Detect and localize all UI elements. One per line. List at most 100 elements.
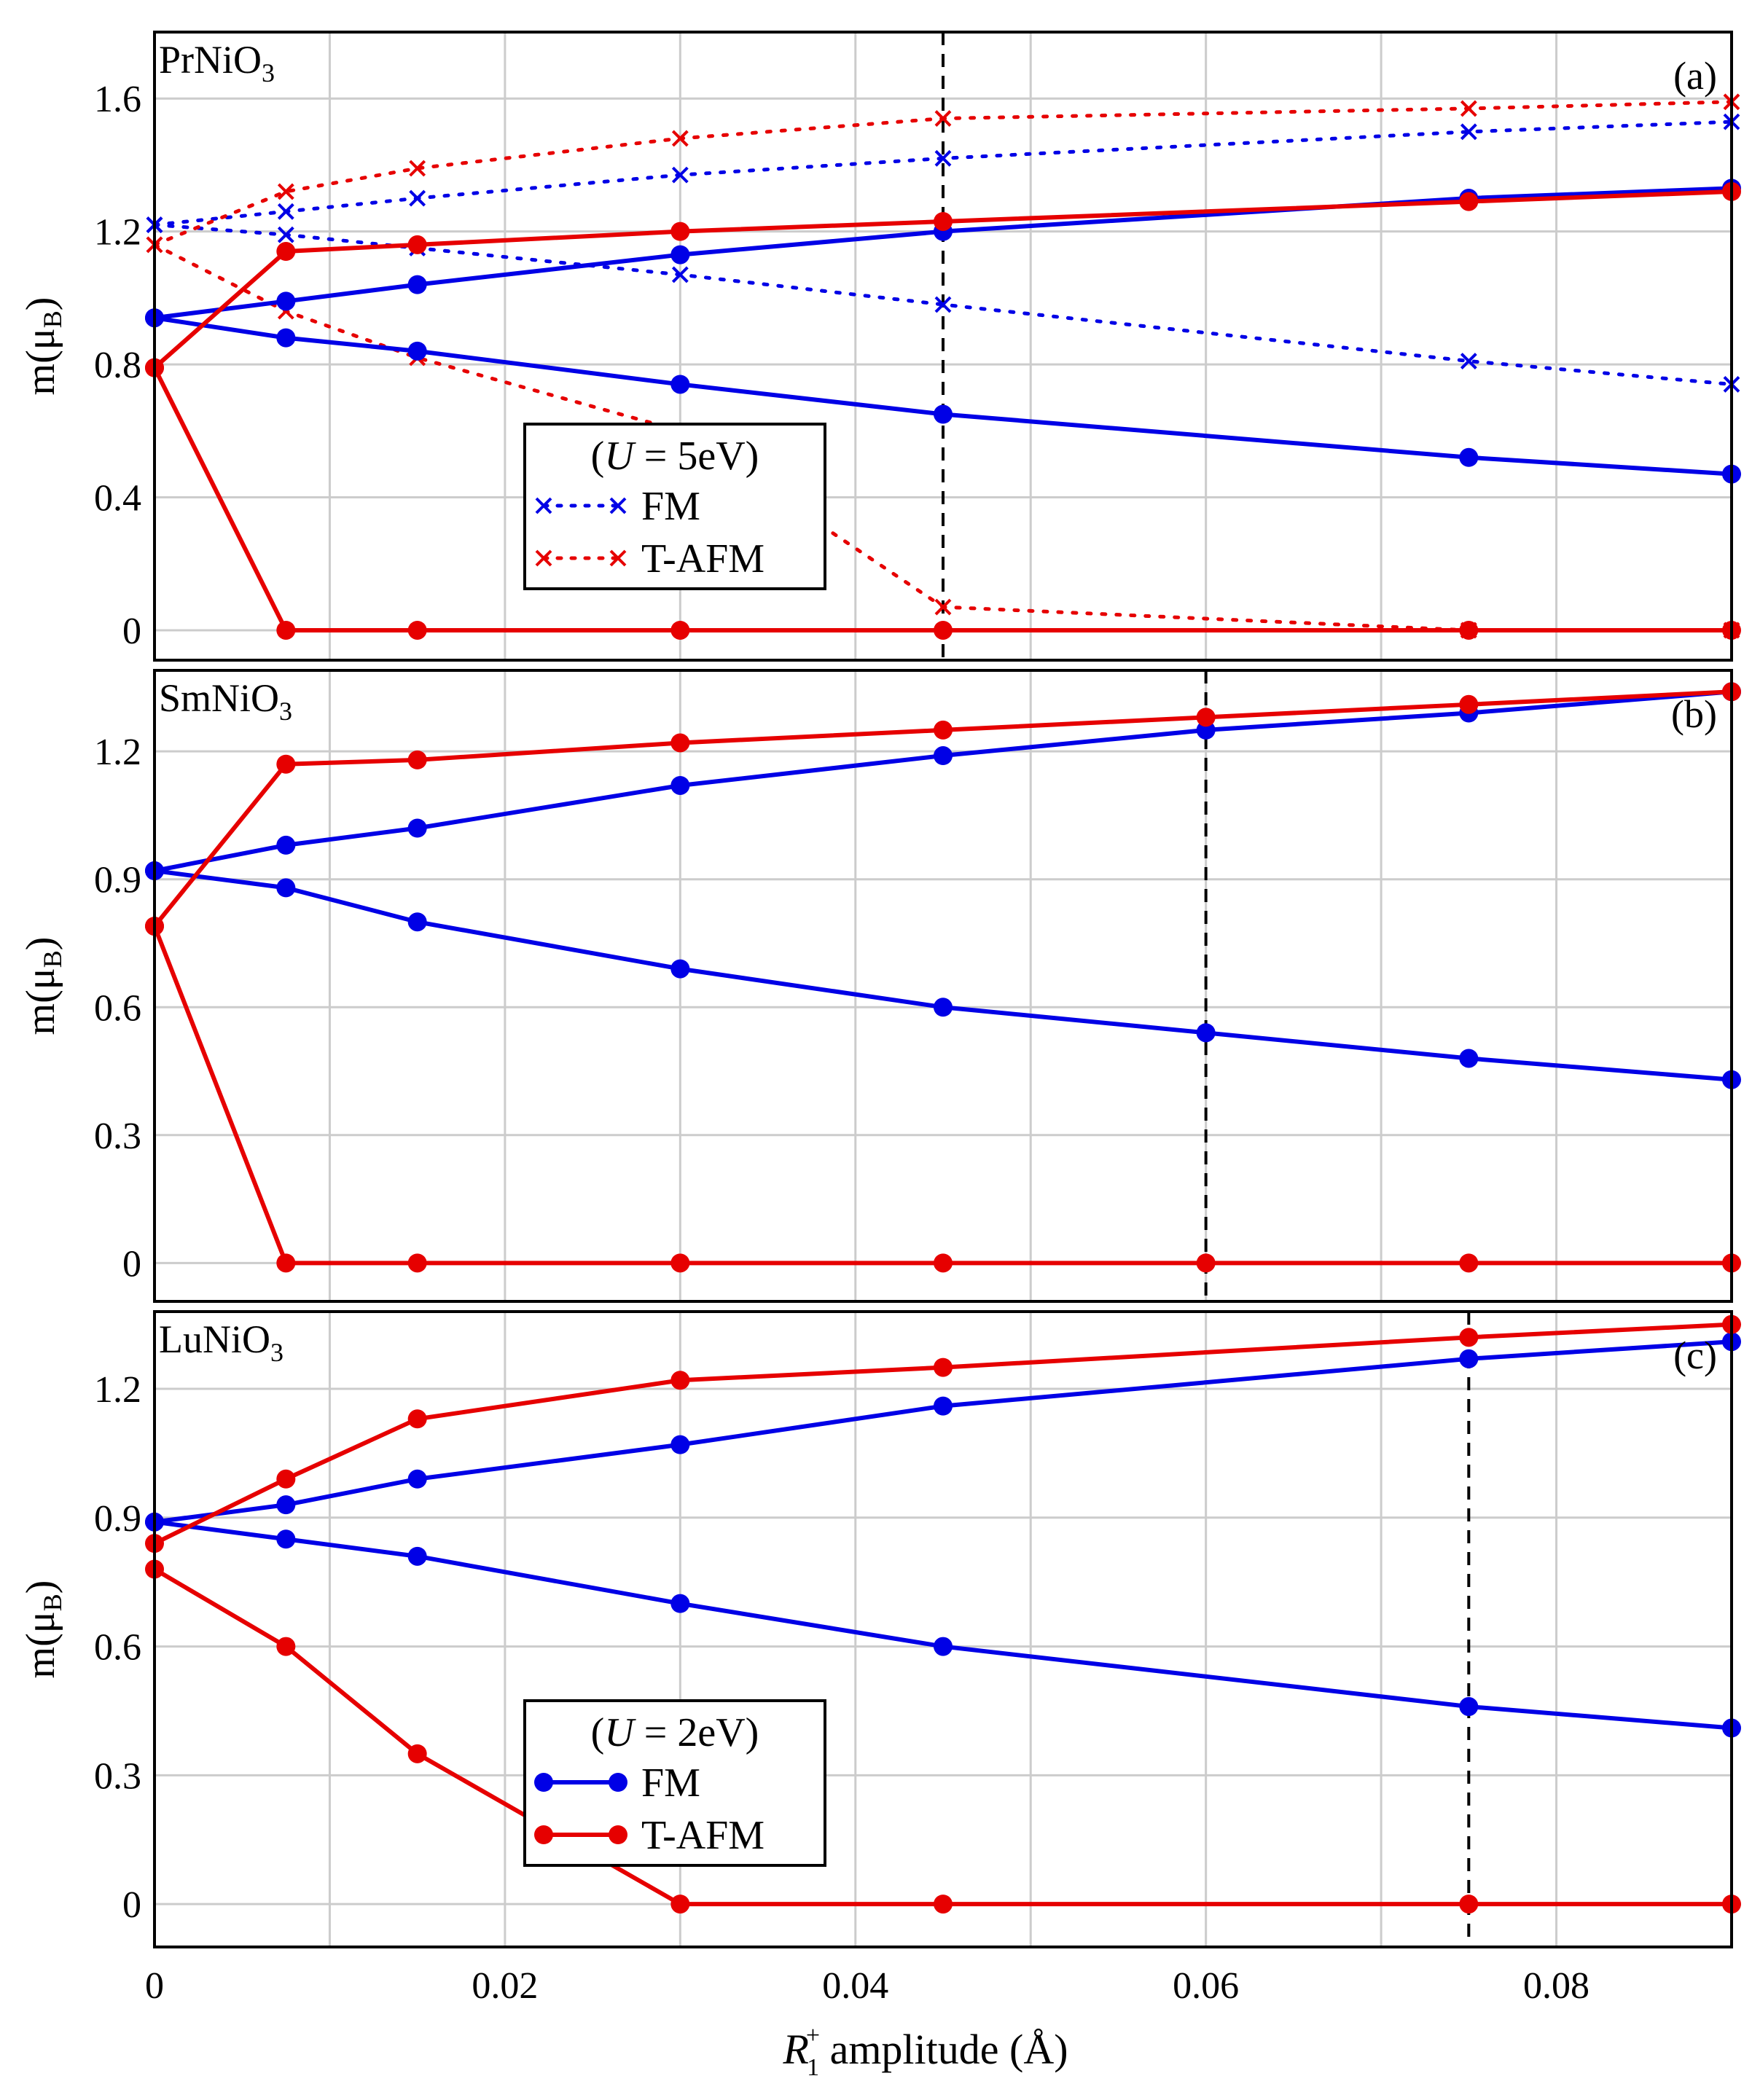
panel-frame	[153, 1310, 1733, 1948]
y-axis-label: m(μB)	[18, 937, 67, 1035]
data-point	[276, 620, 296, 640]
data-point	[407, 1409, 427, 1429]
data-point	[934, 211, 953, 231]
legend-entry-label: T-AFM	[641, 536, 764, 581]
data-point	[276, 1637, 296, 1656]
data-point	[1459, 447, 1479, 467]
data-point	[670, 1435, 690, 1454]
data-point	[670, 1371, 690, 1390]
panel-letter: (c)	[1673, 1333, 1717, 1377]
legend: (U = 2eV) FM T-AFM	[523, 1699, 826, 1867]
x-tick-label: 0.06	[1173, 1965, 1239, 2007]
y-tick-label: 0.9	[94, 1498, 141, 1540]
data-point	[670, 959, 690, 979]
data-point	[276, 291, 296, 311]
legend-title: (U = 5eV)	[591, 434, 759, 479]
series-line	[152, 925, 1732, 1266]
data-point	[276, 328, 296, 348]
panel-frame	[153, 669, 1733, 1303]
data-point-cross	[277, 203, 294, 220]
legend-marker-cross	[535, 497, 552, 514]
data-point-cross	[277, 183, 294, 200]
legend-marker	[534, 1773, 553, 1792]
legend-entry-label: FM	[641, 484, 700, 529]
data-point	[276, 1469, 296, 1489]
y-tick-label: 0.3	[94, 1755, 141, 1797]
y-tick-label: 0.6	[94, 1627, 141, 1669]
y-tick-label: 0.9	[94, 860, 141, 901]
data-point	[276, 1253, 296, 1273]
panel-letter: (b)	[1671, 692, 1717, 736]
y-tick-label: 0.3	[94, 1116, 141, 1157]
data-point	[934, 1357, 953, 1377]
data-point	[276, 1495, 296, 1515]
data-point	[670, 375, 690, 394]
legend-marker-cross	[535, 549, 552, 567]
data-point	[1196, 708, 1216, 727]
data-point	[934, 404, 953, 424]
data-point	[1196, 1253, 1216, 1273]
series-line	[154, 1519, 1732, 1731]
legend-marker-cross	[609, 549, 627, 567]
x-tick-label: 0.08	[1523, 1965, 1589, 2007]
data-point	[1459, 192, 1479, 211]
x-tick-label: 0.02	[472, 1965, 538, 2007]
series-line	[154, 869, 1732, 1082]
data-point	[407, 912, 427, 932]
data-point	[276, 242, 296, 262]
data-point-cross	[1460, 123, 1477, 141]
data-point	[934, 998, 953, 1017]
data-point	[670, 1253, 690, 1273]
data-point	[934, 746, 953, 766]
data-point	[1459, 694, 1479, 714]
data-point	[276, 754, 296, 774]
x-tick-label: 0.04	[822, 1965, 888, 2007]
data-point	[934, 1637, 953, 1656]
y-tick-label: 1.6	[94, 79, 141, 120]
data-point	[1459, 1895, 1479, 1914]
data-point	[407, 1546, 427, 1566]
data-point-cross	[409, 189, 426, 207]
data-point	[1459, 620, 1479, 640]
legend-title: (U = 2eV)	[591, 1710, 759, 1755]
series-line	[154, 689, 1732, 873]
legend-marker-cross	[609, 497, 627, 514]
data-point	[934, 1253, 953, 1273]
tick-labels-layer: 0 0.4 0.8 1.2 1.6 0 0.3 0.6 0.9 1.2 0 0.3 0.6 0.9 1.2 0…	[94, 79, 1589, 2007]
legend-marker	[534, 1825, 553, 1844]
legend-marker	[609, 1773, 627, 1792]
data-point	[407, 275, 427, 294]
data-point-cross	[277, 226, 294, 243]
y-tick-label: 1.2	[94, 1369, 141, 1411]
data-point	[407, 1469, 427, 1489]
y-axis-label: m(μB)	[18, 297, 67, 396]
data-point	[407, 818, 427, 838]
data-point	[276, 878, 296, 898]
data-point	[934, 1396, 953, 1416]
data-point	[1459, 1253, 1479, 1273]
y-axis-label: m(μB)	[18, 1580, 67, 1679]
frame-layer	[153, 31, 1733, 1948]
data-point-cross	[934, 598, 952, 616]
x-tick-label: 0	[145, 1965, 164, 2007]
data-point-cross	[409, 160, 426, 177]
legend: (U = 5eV) FM T-AFM	[523, 423, 826, 590]
legend-entry-label: FM	[641, 1760, 700, 1806]
x-axis-label: R+ 1 amplitude (Å)	[782, 2022, 1068, 2081]
data-point	[407, 341, 427, 361]
legend-marker	[609, 1825, 627, 1844]
data-point	[670, 1594, 690, 1613]
data-point	[670, 620, 690, 640]
data-point	[670, 245, 690, 265]
panel-compound-label: PrNiO3	[159, 38, 275, 87]
data-point	[934, 720, 953, 740]
y-tick-label: 0	[122, 1884, 141, 1926]
data-point	[934, 1895, 953, 1914]
panel-compound-label: LuNiO3	[159, 1317, 283, 1367]
data-point-cross	[934, 110, 952, 127]
y-tick-label: 0.6	[94, 987, 141, 1029]
data-point-cross	[671, 166, 689, 184]
data-point	[1459, 1049, 1479, 1068]
data-point-cross	[671, 266, 689, 283]
